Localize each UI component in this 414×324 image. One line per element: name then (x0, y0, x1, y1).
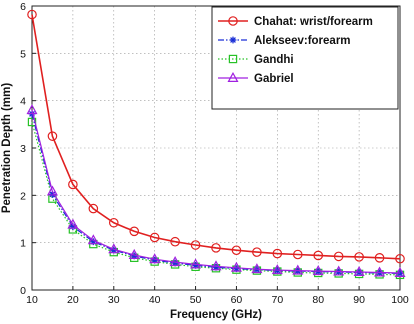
data-point-marker (149, 232, 160, 243)
data-point-marker (230, 261, 242, 272)
data-series (26, 9, 406, 280)
data-point-marker (170, 236, 180, 247)
axis-ticks: 10 20 30 40 50 60 70 80 90 100 0 1 2 3 4 5 6 (20, 1, 409, 306)
legend-label: Gandhi (254, 54, 294, 66)
y-tick-label: 5 (20, 48, 26, 60)
data-point-marker (394, 266, 406, 277)
data-point-marker (149, 253, 161, 264)
data-point-marker (190, 240, 201, 250)
data-point-marker (271, 264, 283, 275)
data-point-marker (354, 252, 364, 262)
legend-label: Chahat: wrist/forearm (254, 16, 373, 28)
data-point-marker (333, 251, 344, 262)
legend: Chahat: wrist/forearm Alekseev:forearm Gan… (211, 6, 399, 110)
data-point-marker (27, 117, 37, 127)
data-point-marker (312, 265, 324, 276)
x-tick-label: 90 (353, 294, 365, 306)
x-tick-label: 60 (231, 294, 243, 306)
data-point-marker (27, 9, 37, 20)
y-tick-label: 1 (20, 238, 26, 250)
data-point-marker (68, 179, 78, 190)
legend-entry-gabriel: Gabriel (218, 71, 294, 85)
x-tick-label: 10 (26, 294, 38, 306)
legend-label: Alekseev:forearm (254, 35, 351, 47)
x-tick-label: 70 (271, 294, 283, 306)
data-point-marker (46, 185, 58, 196)
y-tick-label: 2 (20, 190, 26, 202)
data-point-marker (128, 248, 140, 259)
series-line (31, 109, 401, 274)
x-tick-label: 100 (391, 294, 409, 306)
data-point-marker (313, 250, 324, 261)
data-point-marker (374, 266, 386, 277)
y-tick-label: 3 (20, 143, 26, 155)
star-marker-stroke (230, 37, 236, 43)
data-point-marker (333, 265, 345, 276)
data-point-marker (251, 263, 263, 274)
x-tick-label: 30 (108, 294, 120, 306)
data-point-marker (129, 226, 140, 237)
data-point-marker (190, 258, 202, 269)
data-point-marker (67, 218, 79, 229)
data-point-marker (292, 249, 303, 260)
data-point-marker (211, 243, 221, 253)
data-point-marker (252, 247, 262, 257)
data-point-marker (87, 234, 99, 245)
legend-marker-sample (229, 36, 237, 44)
y-tick-label: 4 (20, 96, 26, 108)
data-point-marker (292, 264, 304, 275)
data-point-marker (353, 265, 365, 277)
x-axis-label: Frequency (GHz) (170, 309, 262, 321)
y-tick-label: 0 (20, 285, 26, 297)
legend-entry-chahat-wrist-forearm: Chahat: wrist/forearm (218, 16, 373, 28)
legend-label: Gabriel (254, 73, 294, 85)
data-point-marker (108, 217, 119, 228)
data-point-marker (169, 256, 181, 267)
legend-marker-sample (227, 71, 239, 83)
data-point-marker (47, 131, 58, 141)
x-tick-label: 80 (312, 294, 324, 306)
legend-marker-sample (228, 54, 238, 64)
data-point-marker (26, 104, 38, 115)
x-tick-label: 20 (67, 294, 79, 306)
series-line (31, 14, 401, 260)
y-axis-label: Penetration Depth (mm) (1, 83, 13, 214)
legend-box (211, 6, 399, 110)
legend-marker-sample (228, 16, 238, 26)
data-point-marker (88, 203, 99, 214)
data-point-marker (272, 248, 283, 259)
x-tick-label: 40 (149, 294, 161, 306)
series-gabriel (26, 104, 406, 277)
series-chahat-wrist-forearm (27, 9, 405, 264)
x-tick-label: 50 (190, 294, 202, 306)
data-point-marker (231, 245, 242, 256)
data-point-marker (395, 253, 405, 264)
data-point-marker (108, 243, 120, 254)
data-point-marker (374, 253, 385, 263)
y-tick-label: 6 (20, 1, 26, 13)
legend-entry-gandhi: Gandhi (218, 54, 294, 66)
data-point-marker (210, 260, 222, 271)
legend-entry-alekseev-forearm: Alekseev:forearm (218, 35, 351, 47)
